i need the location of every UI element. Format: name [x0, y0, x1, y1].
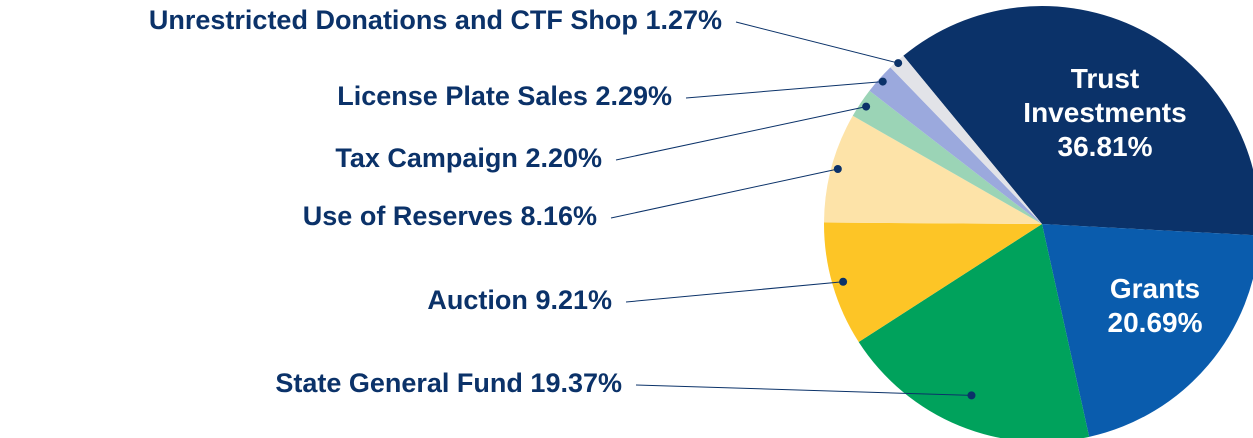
- slice-name: Trust Investments: [1023, 63, 1187, 128]
- pie-slice: [858, 224, 1090, 438]
- slice-value: 20.69%: [1107, 307, 1203, 338]
- slice-value: 8.16%: [520, 201, 597, 231]
- pie-slice: [823, 222, 1042, 342]
- slice-value: 36.81%: [1057, 131, 1153, 162]
- pie-slice: [824, 115, 1042, 224]
- slice-value: 9.21%: [535, 285, 612, 315]
- pie-slice: [890, 55, 1042, 224]
- pie-slice: [1042, 224, 1253, 437]
- leader-dot: [833, 164, 842, 173]
- pie-slice: [852, 90, 1042, 224]
- slice-label: Unrestricted Donations and CTF Shop 1.27…: [149, 5, 722, 35]
- slice-name: Auction: [427, 285, 528, 315]
- slice-name: Tax Campaign: [335, 143, 518, 173]
- slice-value: 1.27%: [645, 5, 722, 35]
- slice-label: State General Fund 19.37%: [275, 368, 622, 398]
- slice-name: Unrestricted Donations and CTF Shop: [149, 5, 638, 35]
- slice-name: Use of Reserves: [303, 201, 513, 231]
- leader-dot: [967, 391, 976, 400]
- leader-line: [635, 384, 972, 396]
- slice-label: Auction 9.21%: [427, 285, 612, 315]
- slice-value: 2.20%: [525, 143, 602, 173]
- slice-label: Tax Campaign 2.20%: [335, 143, 602, 173]
- slice-label: License Plate Sales 2.29%: [337, 81, 672, 111]
- slice-label: Trust Investments 36.81%: [995, 62, 1215, 164]
- slice-label: Use of Reserves 8.16%: [303, 201, 597, 231]
- leader-line: [735, 21, 899, 64]
- slice-name: State General Fund: [275, 368, 523, 398]
- leader-line: [610, 168, 838, 219]
- leader-dot: [894, 59, 903, 68]
- slice-value: 19.37%: [530, 368, 622, 398]
- leader-line: [685, 81, 883, 99]
- slice-value: 2.29%: [595, 81, 672, 111]
- slice-name: License Plate Sales: [337, 81, 588, 111]
- pie-slice: [903, 6, 1253, 236]
- leader-line: [625, 281, 844, 303]
- leader-line: [615, 106, 867, 161]
- pie-slice: [869, 67, 1042, 224]
- slice-name: Grants: [1109, 273, 1201, 304]
- slice-label: Grants 20.69%: [1045, 272, 1253, 340]
- leader-dot: [862, 102, 871, 111]
- leader-dot: [839, 277, 848, 286]
- leader-dot: [878, 77, 887, 86]
